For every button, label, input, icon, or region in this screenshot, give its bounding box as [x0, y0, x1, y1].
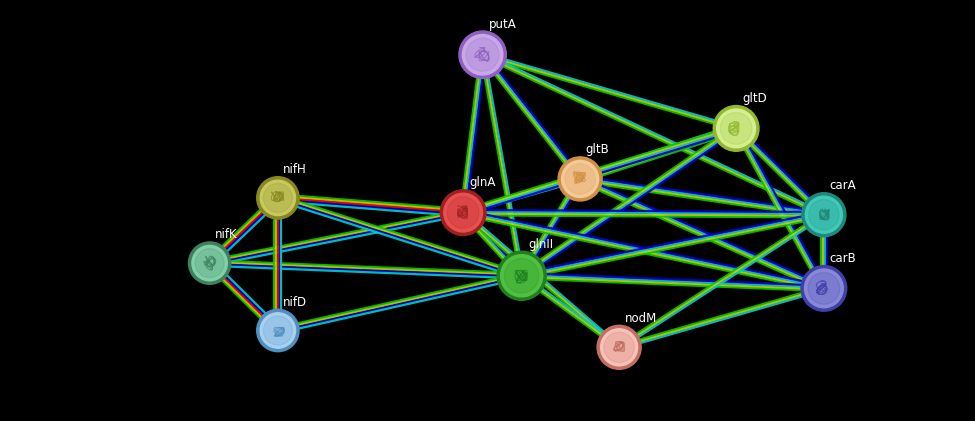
- Text: nifH: nifH: [283, 163, 307, 176]
- Circle shape: [808, 200, 839, 230]
- Circle shape: [597, 325, 642, 369]
- Circle shape: [444, 193, 483, 232]
- Circle shape: [714, 106, 759, 151]
- Text: gltB: gltB: [586, 144, 609, 156]
- Text: glnII: glnII: [527, 238, 553, 250]
- Text: carB: carB: [830, 252, 856, 265]
- Text: nifD: nifD: [283, 296, 307, 309]
- Circle shape: [462, 35, 503, 75]
- Circle shape: [188, 242, 231, 284]
- Circle shape: [192, 245, 227, 281]
- Circle shape: [448, 197, 479, 229]
- Text: carA: carA: [830, 179, 856, 192]
- Circle shape: [601, 329, 638, 366]
- Circle shape: [260, 313, 295, 348]
- Circle shape: [500, 255, 543, 297]
- Text: glnA: glnA: [469, 176, 495, 189]
- Text: nodM: nodM: [625, 312, 657, 325]
- Circle shape: [808, 272, 839, 304]
- Circle shape: [558, 157, 603, 201]
- Circle shape: [263, 316, 292, 345]
- Circle shape: [260, 180, 295, 216]
- Circle shape: [805, 196, 842, 233]
- Circle shape: [497, 251, 546, 300]
- Circle shape: [466, 38, 499, 71]
- Circle shape: [562, 160, 599, 197]
- Circle shape: [256, 177, 299, 219]
- Circle shape: [459, 31, 506, 78]
- Circle shape: [804, 269, 843, 308]
- Text: gltD: gltD: [742, 92, 766, 105]
- Circle shape: [604, 332, 635, 362]
- Circle shape: [504, 258, 539, 293]
- Text: nifK: nifK: [214, 229, 238, 241]
- Circle shape: [801, 266, 846, 311]
- Circle shape: [195, 249, 224, 277]
- Circle shape: [263, 184, 292, 212]
- Circle shape: [721, 112, 752, 144]
- Circle shape: [256, 309, 299, 352]
- Circle shape: [717, 109, 756, 148]
- Circle shape: [801, 193, 846, 237]
- Text: putA: putA: [488, 18, 517, 30]
- Circle shape: [565, 164, 596, 194]
- Circle shape: [441, 190, 486, 235]
